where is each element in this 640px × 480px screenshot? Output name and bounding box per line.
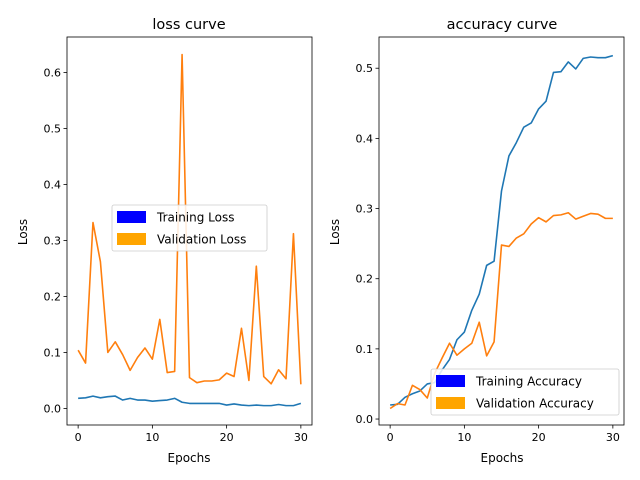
loss-axis-ticks: 0 10 20 30 0.0 0.1 0.2 0.3 0.4 0.5 0.6 xyxy=(44,66,308,444)
accuracy-y-tick-label: 0.5 xyxy=(356,62,374,75)
accuracy-x-tick-label: 0 xyxy=(387,431,394,444)
loss-x-tick-label: 30 xyxy=(294,431,308,444)
loss-legend-label-training: Training Loss xyxy=(156,211,234,225)
loss-x-axis-label: Epochs xyxy=(168,451,211,465)
accuracy-y-tick-label: 0.4 xyxy=(356,132,374,145)
loss-x-tick-label: 0 xyxy=(75,431,82,444)
loss-axes-frame xyxy=(66,36,313,426)
accuracy-validation-series-line xyxy=(389,211,613,410)
accuracy-legend-label-training: Training Accuracy xyxy=(475,375,582,389)
loss-training-series-line xyxy=(78,395,302,407)
accuracy-axes-frame xyxy=(378,36,625,426)
loss-x-tick-label: 20 xyxy=(220,431,234,444)
loss-chart-panel: loss curve Epochs Loss 0 10 20 300.00.10.20… xyxy=(16,17,313,465)
loss-y-tick-label: 0.1 xyxy=(44,346,62,359)
accuracy-legend-box xyxy=(430,368,620,416)
accuracy-axis-ticks: 0 10 20 30 0.0 0.1 0.2 0.3 0.4 0.5 xyxy=(356,62,620,444)
accuracy-y-tick-label: 0.2 xyxy=(356,273,374,286)
accuracy-y-axis-label: Loss xyxy=(328,219,342,245)
loss-y-tick-label: 0.6 xyxy=(44,66,62,79)
accuracy-legend: Training Accuracy Validation Accuracy xyxy=(430,368,620,416)
accuracy-x-tick-label: 20 xyxy=(532,431,546,444)
accuracy-chart-title: accuracy curve xyxy=(447,17,558,33)
accuracy-legend-swatch-validation xyxy=(436,397,465,409)
accuracy-training-series-line xyxy=(390,54,614,406)
loss-y-tick-label: 0.0 xyxy=(44,402,62,415)
loss-validation-series-line xyxy=(77,53,302,385)
loss-legend-swatch-validation xyxy=(117,233,146,245)
accuracy-x-tick-label: 30 xyxy=(606,431,620,444)
loss-y-tick-label: 0.2 xyxy=(44,290,62,303)
loss-y-tick-label: 0.3 xyxy=(44,234,62,247)
loss-y-tick-label: 0.4 xyxy=(44,178,62,191)
accuracy-x-axis-label: Epochs xyxy=(481,451,524,465)
accuracy-x-tick-label: 10 xyxy=(457,431,471,444)
accuracy-y-tick-label: 0.1 xyxy=(356,343,374,356)
loss-y-tick-label: 0.5 xyxy=(44,122,62,135)
accuracy-chart-panel: accuracy curve Epochs Loss 0 10 20 30 0.0 0.1… xyxy=(328,17,625,465)
accuracy-plot-area xyxy=(389,54,614,410)
loss-legend: Training Loss Validation Loss xyxy=(111,204,268,252)
loss-chart-title: loss curve xyxy=(152,17,225,33)
loss-plot-area xyxy=(77,53,302,407)
loss-y-axis-label: Loss xyxy=(16,219,30,245)
loss-legend-box xyxy=(111,204,268,252)
accuracy-legend-swatch-training xyxy=(436,375,465,387)
loss-legend-swatch-training xyxy=(117,211,146,223)
loss-legend-label-validation: Validation Loss xyxy=(157,233,246,247)
accuracy-y-tick-label: 0.0 xyxy=(356,413,374,426)
loss-x-tick-label: 10 xyxy=(145,431,159,444)
accuracy-legend-label-validation: Validation Accuracy xyxy=(476,397,594,411)
accuracy-y-tick-label: 0.3 xyxy=(356,203,374,216)
